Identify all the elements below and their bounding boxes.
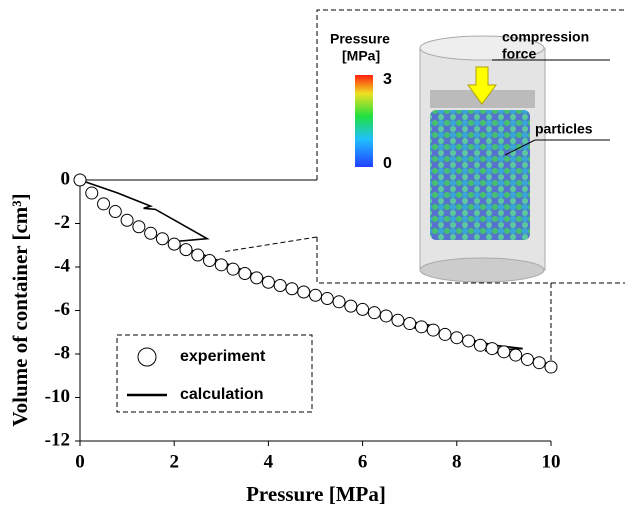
- x-tick-label: 2: [169, 451, 179, 472]
- legend-label: calculation: [180, 386, 264, 403]
- inset-label: compression: [502, 29, 589, 45]
- experiment-point: [426, 323, 440, 337]
- experiment-point: [450, 331, 464, 345]
- x-axis-title: Pressure [MPa]: [246, 482, 386, 506]
- colorbar-title: [MPa]: [342, 48, 380, 64]
- experiment-point: [485, 342, 499, 356]
- x-tick-label: 0: [75, 451, 85, 472]
- experiment-point: [462, 334, 476, 348]
- experiment-point: [391, 313, 405, 327]
- experiment-point: [250, 271, 264, 285]
- experiment-point: [532, 356, 546, 370]
- experiment-point: [297, 285, 311, 299]
- experiment-point: [403, 317, 417, 331]
- legend-box: [116, 334, 313, 413]
- experiment-point: [356, 302, 370, 316]
- inset: Pressure [MPa] 3 0 compression force par…: [80, 9, 625, 370]
- inset-frame: [316, 237, 625, 284]
- experiment-point: [132, 220, 146, 234]
- experiment-point: [309, 288, 322, 302]
- inset-label: force: [502, 46, 536, 62]
- experiment-point: [379, 309, 393, 323]
- experiment-point: [414, 320, 428, 334]
- experiment-point: [226, 262, 240, 276]
- experiment-point: [238, 267, 252, 281]
- colorbar-label: 3: [383, 71, 392, 88]
- particles: [430, 110, 530, 240]
- experiment-point: [167, 237, 181, 251]
- experiment-point: [438, 327, 452, 341]
- x-tick-label: 4: [264, 451, 274, 472]
- experiment-point: [344, 299, 358, 313]
- x-tick-label: 10: [542, 451, 561, 472]
- zoom-line: [221, 236, 318, 253]
- experiment-point: [155, 232, 169, 246]
- colorbar-label: 0: [383, 155, 392, 172]
- cylinder-top: [419, 35, 545, 61]
- experiment-point: [144, 226, 158, 240]
- experiment-point: [273, 278, 287, 292]
- experiment-point: [520, 352, 534, 366]
- y-tick-label: -8: [54, 342, 70, 363]
- y-tick-label: -10: [45, 386, 70, 407]
- experiment-point: [85, 186, 99, 200]
- experiment-point: [497, 345, 511, 359]
- colorbar: [355, 75, 373, 167]
- experiment-point: [544, 360, 558, 374]
- legend-label: experiment: [180, 348, 266, 365]
- y-axis-title: Volume of container [cm³]: [8, 193, 32, 426]
- experiment-point: [320, 292, 334, 306]
- leader: [504, 139, 536, 156]
- experiment-point: [73, 173, 87, 187]
- y-tick-label: -6: [54, 299, 70, 320]
- experiment-point: [509, 348, 523, 362]
- experiment-point: [285, 282, 299, 296]
- y-tick-label: 0: [61, 168, 71, 189]
- cylinder-bottom: [419, 257, 545, 283]
- experiment-point: [120, 213, 134, 227]
- y-tick-label: -4: [54, 255, 70, 276]
- experiment-point: [367, 306, 381, 320]
- x-tick-label: 6: [358, 451, 368, 472]
- inset-frame: [316, 9, 625, 180]
- y-tick-label: -12: [45, 429, 70, 450]
- inset-label: particles: [535, 121, 593, 137]
- colorbar-title: Pressure: [330, 31, 390, 47]
- experiment-point: [108, 205, 122, 219]
- experiment-point: [179, 243, 193, 257]
- y-tick-label: -2: [54, 212, 70, 233]
- experiment-point: [203, 253, 217, 267]
- experiment-point: [97, 197, 111, 211]
- experiment-point: [332, 295, 346, 309]
- legend-marker: [137, 347, 157, 367]
- x-tick-label: 8: [452, 451, 462, 472]
- experiment-point: [191, 248, 205, 262]
- experiment-point: [214, 258, 228, 272]
- arrow: [467, 66, 497, 105]
- experiment-point: [473, 338, 487, 352]
- experiment-point: [261, 275, 275, 289]
